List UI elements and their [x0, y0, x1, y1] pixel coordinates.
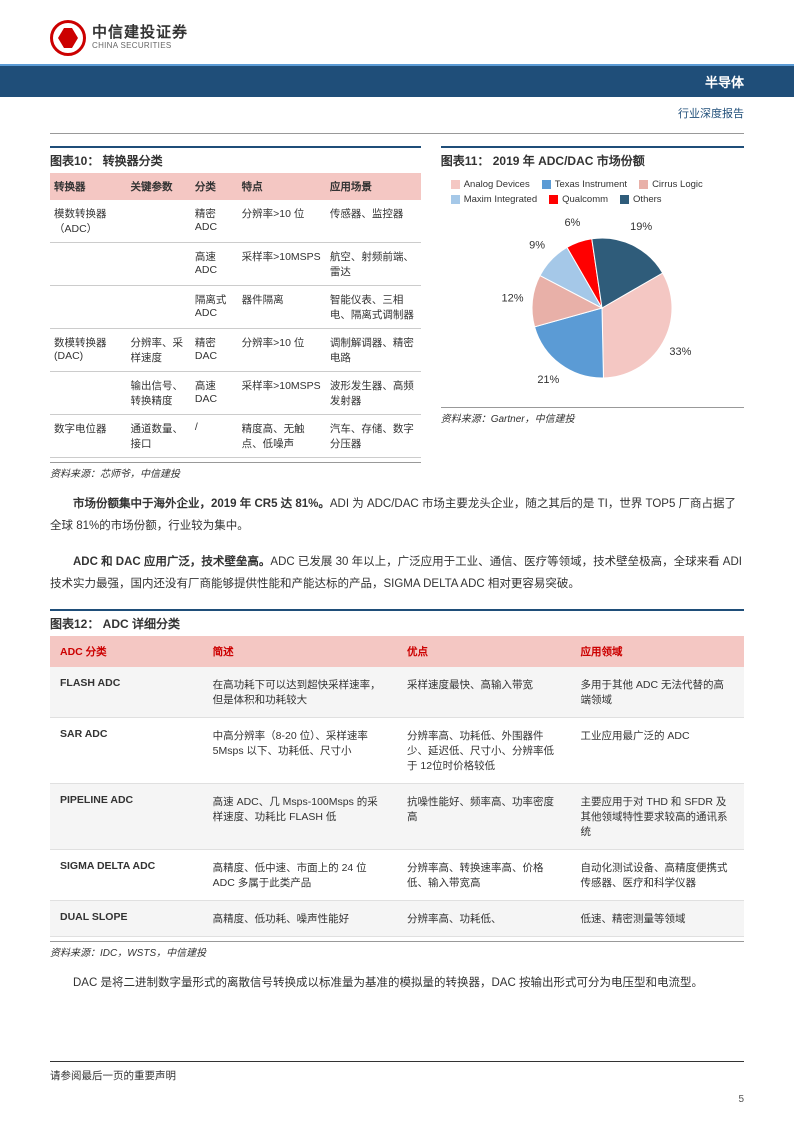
pie-label: 6% — [565, 217, 581, 229]
figure11-title: 图表11： 2019 年 ADC/DAC 市场份额 — [441, 146, 744, 173]
table-row: 隔离式 ADC器件隔离智能仪表、三相电、隔离式调制器 — [50, 286, 421, 329]
legend-item: Maxim Integrated — [451, 194, 537, 205]
legend-item: Others — [620, 194, 662, 205]
sector-banner: 半导体 — [0, 64, 794, 97]
logo-name-cn: 中信建投证券 — [92, 25, 188, 42]
report-type: 行业深度报告 — [50, 97, 744, 134]
figure10-title: 图表10： 转换器分类 — [50, 146, 421, 173]
logo-name-en: CHINA SECURITIES — [92, 42, 188, 51]
legend-label: Maxim Integrated — [464, 194, 537, 205]
legend-swatch — [451, 195, 460, 204]
table-row: PIPELINE ADC高速 ADC、几 Msps-100Msps 的采样速度、… — [50, 784, 744, 850]
paragraph-2-bold: ADC 和 DAC 应用广泛，技术壁垒高。 — [73, 556, 270, 568]
pie-label: 21% — [538, 374, 560, 386]
pie-label: 12% — [502, 292, 524, 304]
table-header: 应用场景 — [326, 173, 421, 200]
table-header: 简述 — [203, 636, 397, 667]
legend-swatch — [639, 180, 648, 189]
paragraph-1: 市场份额集中于海外企业，2019 年 CR5 达 81%。ADI 为 ADC/D… — [50, 494, 744, 538]
legend-label: Texas Instrument — [555, 179, 627, 190]
table-header: ADC 分类 — [50, 636, 203, 667]
table-header: 分类 — [191, 173, 238, 200]
legend-label: Cirrus Logic — [652, 179, 703, 190]
legend-item: Qualcomm — [549, 194, 608, 205]
figure12-title: 图表12： ADC 详细分类 — [50, 609, 744, 636]
table-row: SIGMA DELTA ADC高精度、低中速、市面上的 24 位ADC 多属于此… — [50, 850, 744, 901]
page-footer: 请参阅最后一页的重要声明 — [50, 1061, 744, 1083]
legend-swatch — [542, 180, 551, 189]
logo-icon — [50, 20, 86, 56]
legend-label: Analog Devices — [464, 179, 530, 190]
table-row: 数模转换器(DAC)分辨率、采样速度精密 DAC分辨率>10 位调制解调器、精密… — [50, 329, 421, 372]
table-header: 特点 — [238, 173, 326, 200]
table-row: FLASH ADC在高功耗下可以达到超快采样速率，但是体积和功耗较大采样速度最快… — [50, 667, 744, 718]
paragraph-2: ADC 和 DAC 应用广泛，技术壁垒高。ADC 已发展 30 年以上，广泛应用… — [50, 552, 744, 596]
table-header: 应用领域 — [570, 636, 744, 667]
figure11-source: 资料来源：Gartner，中信建投 — [441, 407, 744, 425]
table-row: SAR ADC中高分辨率（8-20 位）、采样速率5Msps 以下、功耗低、尺寸… — [50, 718, 744, 784]
page-header: 中信建投证券 CHINA SECURITIES — [0, 0, 794, 56]
legend-label: Qualcomm — [562, 194, 608, 205]
table-row: DUAL SLOPE高精度、低功耗、噪声性能好分辨率高、功耗低、低速、精密测量等… — [50, 901, 744, 937]
legend-item: Analog Devices — [451, 179, 530, 190]
legend-swatch — [620, 195, 629, 204]
pie-label: 19% — [630, 221, 652, 233]
table-row: 数字电位器通道数量、接口/精度高、无触点、低噪声汽车、存储、数字分压器 — [50, 415, 421, 458]
table-row: 模数转换器（ADC）精密 ADC分辨率>10 位传感器、监控器 — [50, 200, 421, 243]
paragraph-3: DAC 是将二进制数字量形式的离散信号转换成以标准量为基准的模拟量的转换器，DA… — [50, 973, 744, 995]
table-header: 转换器 — [50, 173, 126, 200]
footer-disclaimer: 请参阅最后一页的重要声明 — [50, 1068, 176, 1083]
figure12-source: 资料来源：IDC，WSTS，中信建投 — [50, 941, 744, 959]
table-header: 优点 — [397, 636, 571, 667]
legend-swatch — [549, 195, 558, 204]
legend-item: Texas Instrument — [542, 179, 627, 190]
table-header: 关键参数 — [126, 173, 190, 200]
page-number: 5 — [738, 1094, 744, 1105]
table-row: 输出信号、转换精度高速 DAC采样率>10MSPS波形发生器、高频发射器 — [50, 372, 421, 415]
figure10-source: 资料来源：芯师爷，中信建投 — [50, 462, 421, 480]
pie-label: 9% — [529, 240, 545, 252]
legend-label: Others — [633, 194, 662, 205]
table-row: 高速 ADC采样率>10MSPS航空、射频前端、雷达 — [50, 243, 421, 286]
company-logo: 中信建投证券 CHINA SECURITIES — [50, 20, 188, 56]
legend-swatch — [451, 180, 460, 189]
legend-item: Cirrus Logic — [639, 179, 703, 190]
paragraph-1-bold: 市场份额集中于海外企业，2019 年 CR5 达 81%。 — [73, 498, 330, 510]
pie-label: 33% — [670, 346, 692, 358]
figure10-table: 转换器关键参数分类特点应用场景模数转换器（ADC）精密 ADC分辨率>10 位传… — [50, 173, 421, 458]
figure12-table: ADC 分类简述优点应用领域FLASH ADC在高功耗下可以达到超快采样速率，但… — [50, 636, 744, 937]
figure11-pie-chart: 33% 21% 12% 9% 6% 19% — [462, 213, 722, 403]
figure11-legend: Analog Devices Texas Instrument Cirrus Log… — [441, 173, 744, 213]
